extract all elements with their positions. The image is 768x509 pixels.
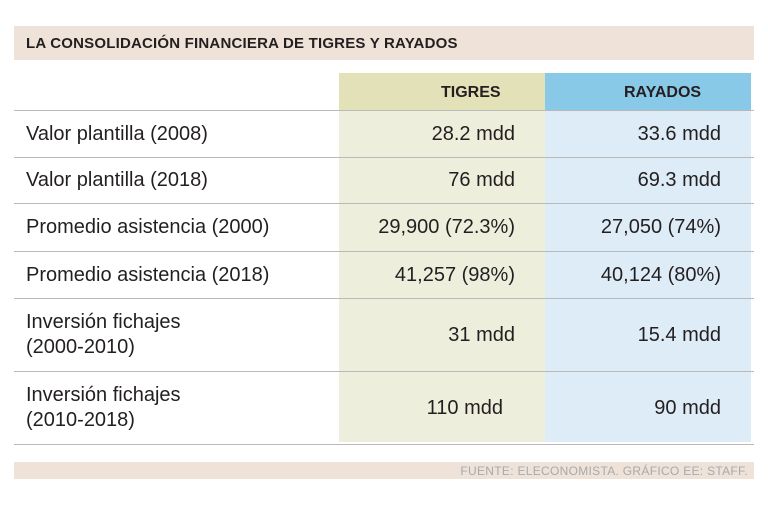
rayados-value: 15.4 mdd — [637, 323, 721, 346]
row-label: Valor plantilla (2018) — [26, 169, 208, 191]
rayados-value: 40,124 (80%) — [600, 263, 721, 286]
row-label-line1: Inversión fichajes — [26, 384, 181, 406]
row-label: Inversión fichajes (2010-2018) — [14, 383, 339, 433]
rayados-value: 27,050 (74%) — [600, 216, 721, 238]
row-label-line1: Inversión fichajes — [26, 311, 181, 333]
tigres-value: 76 mdd — [448, 169, 515, 191]
footer-bar: FUENTE: ELECONOMISTA. GRÁFICO EE: STAFF. — [14, 462, 754, 479]
header-tigres: TIGRES — [339, 73, 545, 110]
rayados-column-background — [545, 73, 751, 442]
header-tigres-label: TIGRES — [441, 84, 501, 101]
tigres-value: 41,257 (98%) — [394, 263, 515, 286]
rayados-value: 33.6 mdd — [637, 122, 721, 145]
table-row: Inversión fichajes (2000-2010) 31 mdd 15… — [14, 299, 754, 372]
tigres-value: 31 mdd — [448, 323, 515, 346]
tigres-value: 110 mdd — [426, 396, 503, 419]
table-row: Valor plantilla (2008) 28.2 mdd 33.6 mdd — [14, 110, 754, 158]
header-rayados: RAYADOS — [545, 73, 751, 110]
rayados-value: 90 mdd — [654, 396, 721, 419]
data-table: TIGRES RAYADOS Valor plantilla (2008) 28… — [14, 73, 754, 445]
row-label-line2: (2000-2010) — [26, 336, 135, 358]
row-label: Promedio asistencia (2018) — [26, 263, 270, 286]
row-label-line2: (2010-2018) — [26, 409, 135, 431]
rayados-value: 69.3 mdd — [637, 169, 721, 191]
row-label: Valor plantilla (2008) — [26, 122, 208, 145]
table-row: Valor plantilla (2018) 76 mdd 69.3 mdd — [14, 158, 754, 204]
source-credit: FUENTE: ELECONOMISTA. GRÁFICO EE: STAFF. — [460, 464, 748, 478]
table-row: Promedio asistencia (2000) 29,900 (72.3%… — [14, 204, 754, 252]
title-bar: LA CONSOLIDACIÓN FINANCIERA DE TIGRES Y … — [14, 26, 754, 60]
row-label: Inversión fichajes (2000-2010) — [14, 310, 339, 360]
tigres-value: 28.2 mdd — [431, 122, 515, 145]
header-rayados-label: RAYADOS — [624, 84, 702, 101]
table-row: Promedio asistencia (2018) 41,257 (98%) … — [14, 252, 754, 299]
header-empty-cell — [14, 73, 339, 110]
table-header-row: TIGRES RAYADOS — [14, 73, 754, 110]
table-row: Inversión fichajes (2010-2018) 110 mdd 9… — [14, 372, 754, 445]
row-label: Promedio asistencia (2000) — [26, 216, 270, 238]
tigres-value: 29,900 (72.3%) — [378, 216, 515, 238]
page-title: LA CONSOLIDACIÓN FINANCIERA DE TIGRES Y … — [26, 34, 458, 52]
tigres-column-background — [339, 73, 545, 442]
